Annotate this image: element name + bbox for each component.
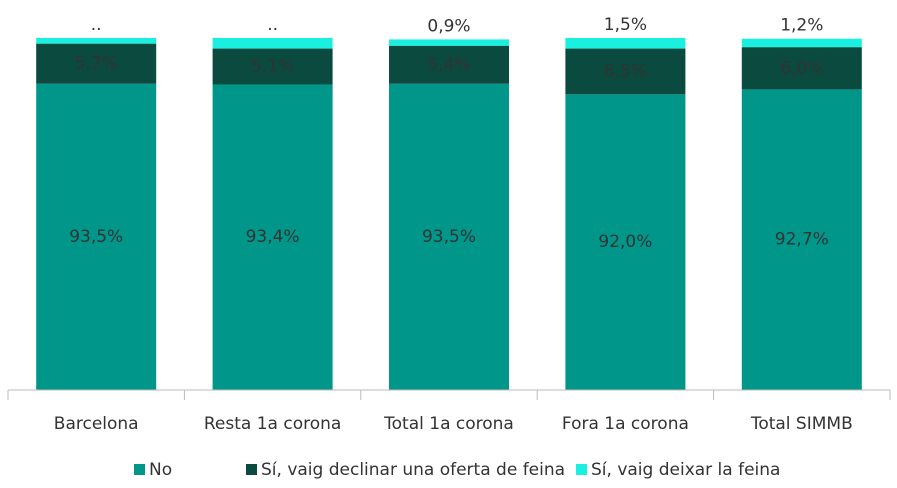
legend-swatch	[134, 464, 145, 475]
bar-segment	[36, 43, 157, 84]
bar-segment	[36, 38, 157, 44]
data-label: 1,2%	[780, 16, 823, 36]
bar-segment	[565, 38, 686, 49]
bar-segment	[741, 38, 862, 48]
data-label: 1,5%	[604, 15, 647, 35]
x-tick-label: Fora 1a corona	[562, 414, 689, 434]
data-label: 6,0%	[780, 58, 823, 78]
data-label: 5,1%	[251, 57, 294, 77]
bar-segment	[565, 94, 686, 390]
bar-segment	[389, 39, 509, 46]
x-tick-label: Total 1a corona	[383, 414, 514, 434]
data-label: 5,4%	[427, 55, 470, 75]
data-label: ..	[267, 15, 278, 35]
legend-swatch	[576, 464, 587, 475]
bar-segment	[741, 89, 862, 390]
legend-label: Sí, vaig deixar la feina	[591, 460, 780, 480]
data-label: 93,5%	[422, 227, 476, 247]
legend-swatch	[246, 464, 257, 475]
data-label: 6,5%	[604, 61, 647, 81]
x-tick-label: Total SIMMB	[750, 414, 853, 434]
bar-segment	[565, 48, 686, 95]
data-label: 5,7%	[75, 54, 118, 74]
bar-segment	[212, 38, 333, 49]
data-label: 93,5%	[69, 227, 123, 247]
legend-label: Sí, vaig declinar una oferta de feina	[261, 460, 565, 480]
data-label: 0,9%	[427, 16, 470, 36]
data-label: 92,0%	[598, 232, 652, 252]
x-tick-label: Barcelona	[54, 414, 139, 434]
data-label: 92,7%	[775, 230, 829, 250]
data-label: 93,4%	[246, 227, 300, 247]
bar-segment	[389, 45, 509, 84]
bar-segment	[389, 83, 509, 390]
legend-label: No	[149, 460, 172, 480]
data-label: ..	[91, 15, 102, 35]
bar-segment	[741, 47, 862, 90]
bar-segment	[212, 48, 333, 85]
bar-segment	[212, 84, 333, 391]
bar-segment	[36, 83, 157, 390]
x-tick-label: Resta 1a corona	[204, 414, 341, 434]
